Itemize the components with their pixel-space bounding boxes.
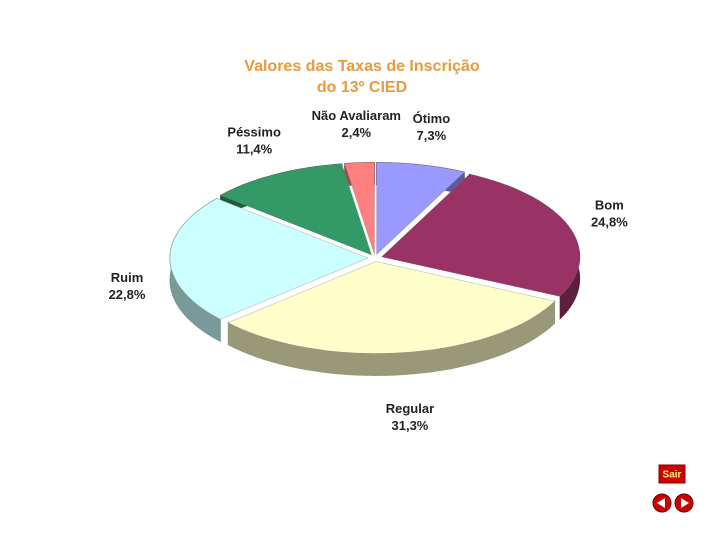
slice-label-name: Ruim [111, 270, 144, 285]
prev-arrow[interactable] [657, 498, 665, 508]
slice-label-name: Bom [595, 198, 624, 213]
slice [381, 174, 580, 297]
chart-title-line: Valores das Taxas de Inscrição [244, 58, 480, 75]
slice-label-value: 24,8% [591, 215, 628, 230]
slice [220, 163, 372, 256]
slice-label-value: 2,4% [341, 125, 371, 140]
exit-button[interactable]: Sair [658, 464, 686, 484]
slice-label-name: Não Avaliaram [312, 108, 401, 123]
prev-button[interactable] [652, 493, 672, 513]
slice [169, 198, 369, 320]
next-arrow[interactable] [681, 498, 689, 508]
slice-label-value: 31,3% [392, 418, 429, 433]
slice [227, 261, 555, 354]
slice-label-value: 7,3% [417, 128, 447, 143]
slice-label-value: 22,8% [109, 287, 146, 302]
slice [344, 162, 375, 255]
slice-label-value: 11,4% [236, 141, 273, 156]
pie [169, 162, 581, 377]
slice-label-name: Péssimo [227, 124, 281, 139]
slice-label-name: Ótimo [413, 111, 451, 126]
exit-button-label[interactable]: Sair [663, 470, 682, 481]
next-button[interactable] [674, 493, 694, 513]
chart-title-line: do 13º CIED [317, 79, 407, 96]
exit-button-bg[interactable] [658, 464, 686, 484]
slice-label-name: Regular [386, 401, 434, 416]
slice [376, 162, 465, 255]
